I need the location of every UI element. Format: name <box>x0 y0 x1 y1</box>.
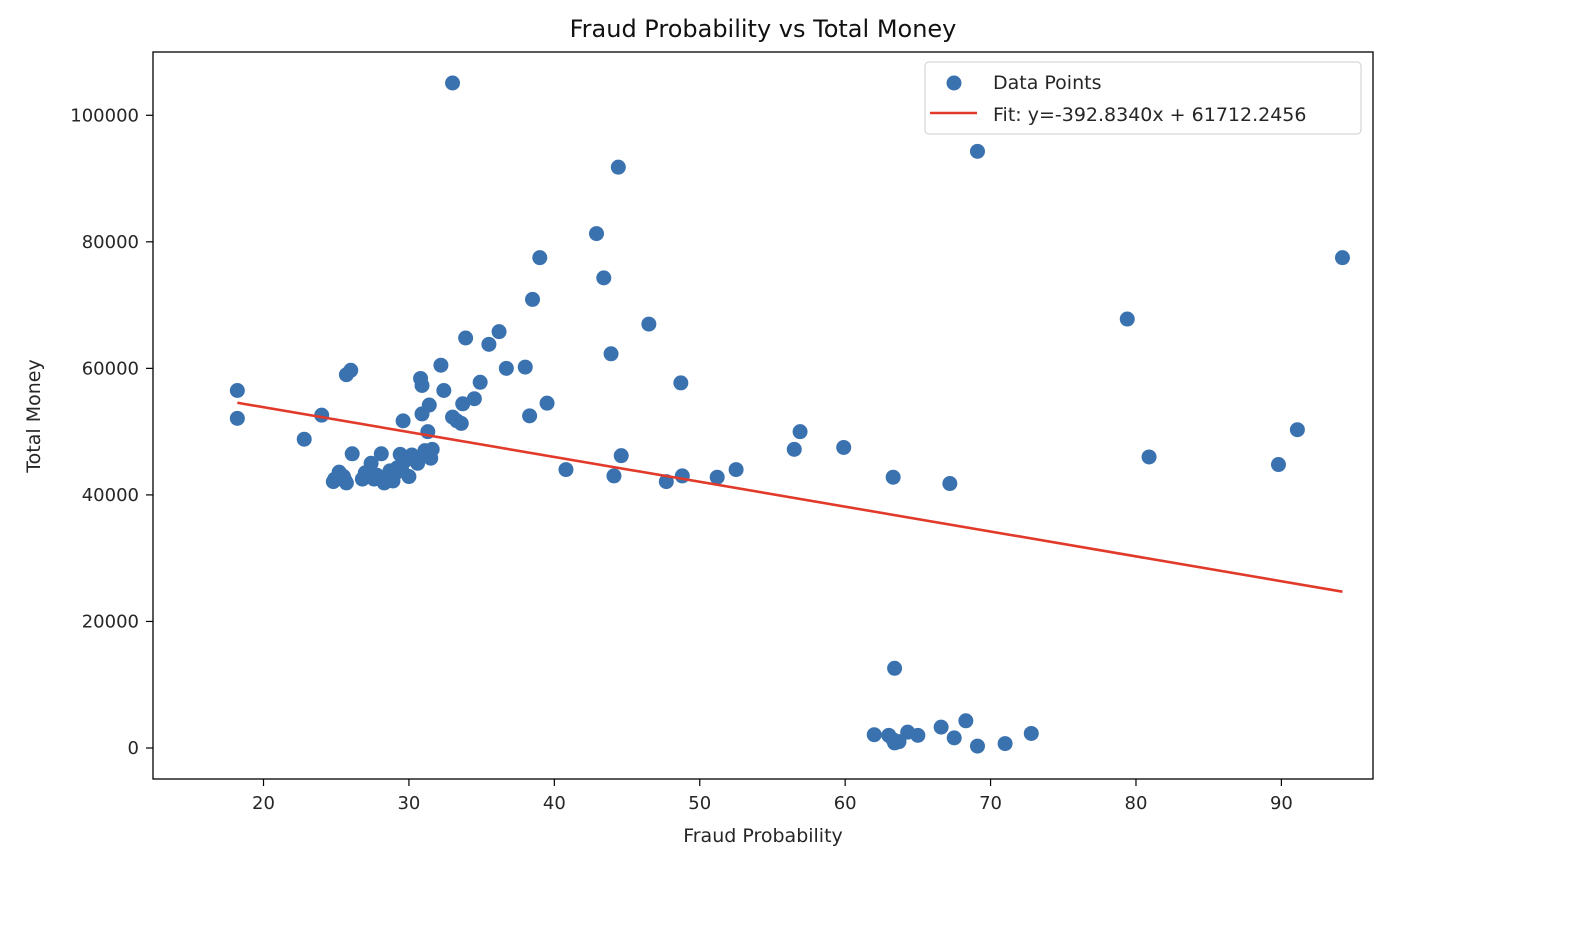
data-point <box>296 431 312 447</box>
data-point <box>558 462 574 478</box>
data-point <box>373 446 389 462</box>
data-point <box>596 270 612 286</box>
data-point <box>539 395 555 411</box>
data-point <box>466 391 482 407</box>
x-tick-label: 30 <box>397 793 420 814</box>
y-tick-label: 0 <box>128 738 139 759</box>
data-point <box>885 469 901 485</box>
data-point <box>946 730 962 746</box>
data-point <box>589 226 605 242</box>
data-point <box>910 727 926 743</box>
data-point <box>891 734 907 750</box>
data-point <box>363 455 379 471</box>
data-point <box>1119 311 1135 327</box>
data-point <box>969 738 985 754</box>
x-axis-ticks: 20 30 40 50 60 70 80 90 <box>252 779 1293 814</box>
y-tick-label: 40000 <box>82 485 139 506</box>
plot-frame <box>152 51 1374 780</box>
data-point <box>1023 725 1039 741</box>
legend-box <box>924 61 1362 135</box>
data-point <box>436 383 452 399</box>
data-point <box>933 719 949 735</box>
y-axis-ticks: 0 20000 40000 60000 80000 100000 <box>70 105 153 759</box>
data-point <box>229 383 245 399</box>
data-point <box>1270 457 1286 473</box>
data-point <box>728 462 744 478</box>
legend-marker-data-points <box>946 75 962 91</box>
data-point <box>997 736 1013 752</box>
data-point <box>1334 250 1350 266</box>
data-point <box>455 396 471 412</box>
data-point <box>866 727 882 743</box>
data-point <box>517 359 533 375</box>
data-point <box>887 660 903 676</box>
data-point <box>942 476 958 492</box>
x-tick-label: 40 <box>543 793 566 814</box>
data-point <box>836 439 852 455</box>
x-tick-label: 50 <box>688 793 711 814</box>
data-point <box>229 410 245 426</box>
data-point <box>481 336 497 352</box>
legend-label-data-points: Data Points <box>993 72 1101 94</box>
data-point <box>472 374 488 390</box>
data-point <box>421 397 437 413</box>
fit-line <box>237 401 1343 593</box>
y-tick-label: 20000 <box>82 611 139 632</box>
y-tick-label: 60000 <box>82 358 139 379</box>
data-point <box>491 324 507 340</box>
x-tick-label: 20 <box>252 793 275 814</box>
data-point <box>525 291 541 307</box>
data-point <box>792 424 808 440</box>
y-axis-label: Total Money <box>23 359 45 473</box>
data-point <box>673 375 689 391</box>
data-point <box>424 441 440 457</box>
data-point <box>958 713 974 729</box>
data-point <box>338 475 354 491</box>
data-point <box>453 415 469 431</box>
x-tick-label: 60 <box>834 793 857 814</box>
data-point <box>445 75 461 91</box>
data-point <box>709 469 725 485</box>
data-point <box>343 362 359 378</box>
data-point <box>610 159 626 175</box>
data-point <box>606 468 622 484</box>
plot-area <box>229 75 1350 754</box>
data-point <box>522 408 538 424</box>
data-point <box>641 316 657 332</box>
x-axis-label: Fraud Probability <box>683 825 843 847</box>
data-point <box>969 143 985 159</box>
data-point <box>498 360 514 376</box>
data-point <box>786 441 802 457</box>
chart-title: Fraud Probability vs Total Money <box>570 15 957 43</box>
x-tick-label: 90 <box>1270 793 1293 814</box>
data-point <box>532 250 548 266</box>
data-point <box>433 357 449 373</box>
data-point <box>401 469 417 485</box>
data-point <box>458 330 474 346</box>
x-tick-label: 70 <box>979 793 1002 814</box>
data-point <box>414 377 430 393</box>
y-tick-label: 80000 <box>82 232 139 253</box>
legend: Data Points Fit: y=-392.8340x + 61712.24… <box>924 61 1362 135</box>
y-tick-label: 100000 <box>70 105 139 126</box>
x-tick-label: 80 <box>1125 793 1148 814</box>
data-point <box>674 468 690 484</box>
data-point <box>613 448 629 464</box>
legend-label-fit-line: Fit: y=-392.8340x + 61712.2456 <box>993 104 1306 126</box>
data-point <box>344 446 360 462</box>
data-point <box>603 346 619 362</box>
data-point <box>1289 422 1305 438</box>
data-point <box>1141 449 1157 465</box>
data-point <box>395 413 411 429</box>
